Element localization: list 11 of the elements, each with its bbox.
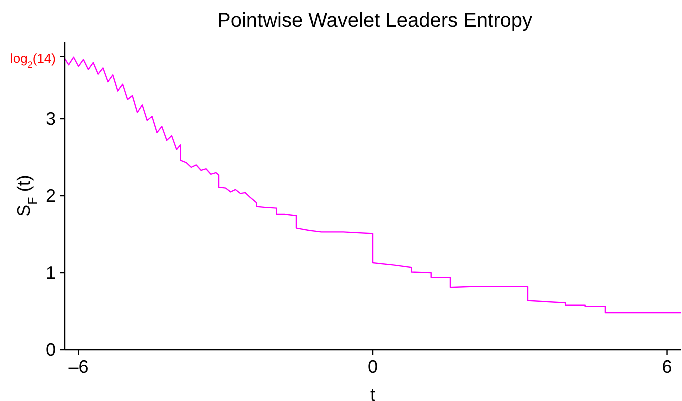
chart-title: Pointwise Wavelet Leaders Entropy	[218, 10, 532, 32]
y-tick-label: 1	[46, 263, 56, 283]
x-tick-label: 0	[368, 357, 378, 377]
x-axis-title: t	[370, 385, 376, 401]
y-tick-label: 2	[46, 186, 56, 206]
line-series	[65, 56, 681, 314]
y-tick-label: 0	[46, 340, 56, 360]
x-tick-label: 6	[662, 357, 672, 377]
y-tick-label: log$_{2}$(14)	[10, 50, 56, 70]
y-tick-label: 3	[46, 109, 56, 129]
x-tick-label: –6	[68, 357, 89, 377]
